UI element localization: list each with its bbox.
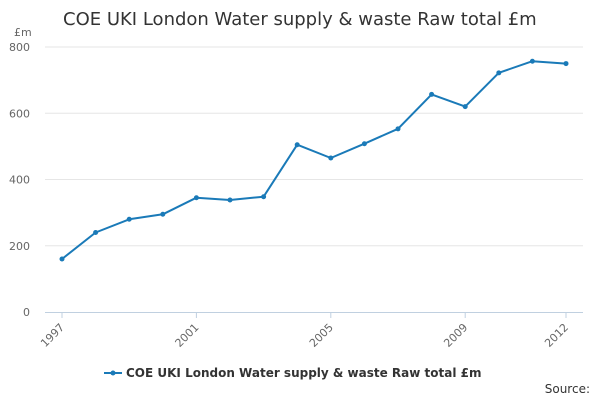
data-point-2004[interactable] [294,142,300,148]
x-axis-ticks: 1997 2001 2005 2009 2012 [38,312,571,350]
data-point-2002[interactable] [227,197,233,203]
y-tick-label-600: 600 [9,107,30,120]
x-tick-label-2009: 2009 [441,321,470,350]
data-point-2012[interactable] [563,61,569,67]
data-point-2009[interactable] [462,104,468,110]
legend-label: COE UKI London Water supply & waste Raw … [126,366,482,380]
data-point-2006[interactable] [361,141,367,147]
data-point-1999[interactable] [126,216,132,222]
y-axis-unit-label: £m [14,26,32,39]
chart-title: COE UKI London Water supply & waste Raw … [63,9,537,30]
x-tick-label-2001: 2001 [173,321,202,350]
legend-marker-swatch [110,370,116,376]
data-point-2011[interactable] [529,58,535,64]
y-tick-label-400: 400 [9,174,30,187]
y-axis-ticks: 0 200 400 600 800 [9,41,30,319]
data-point-2007[interactable] [395,126,401,132]
data-point-1997[interactable] [59,256,65,262]
grid-lines [45,46,583,247]
x-tick-label-2012: 2012 [542,321,571,350]
y-tick-label-0: 0 [23,306,30,319]
series-layer [59,58,569,262]
data-point-1998[interactable] [93,230,99,235]
data-point-2005[interactable] [328,155,334,161]
legend[interactable]: COE UKI London Water supply & waste Raw … [104,366,482,380]
data-point-2001[interactable] [193,195,199,201]
data-point-2003[interactable] [261,194,267,200]
data-point-2000[interactable] [160,211,166,217]
data-point-2008[interactable] [429,91,435,97]
series-line [61,60,567,260]
y-tick-label-200: 200 [9,240,30,253]
y-tick-label-800: 800 [9,41,30,54]
source-label: Source: [545,382,590,396]
data-point-2010[interactable] [496,70,502,76]
x-tick-label-2005: 2005 [307,321,336,350]
x-tick-label-1997: 1997 [38,321,67,350]
